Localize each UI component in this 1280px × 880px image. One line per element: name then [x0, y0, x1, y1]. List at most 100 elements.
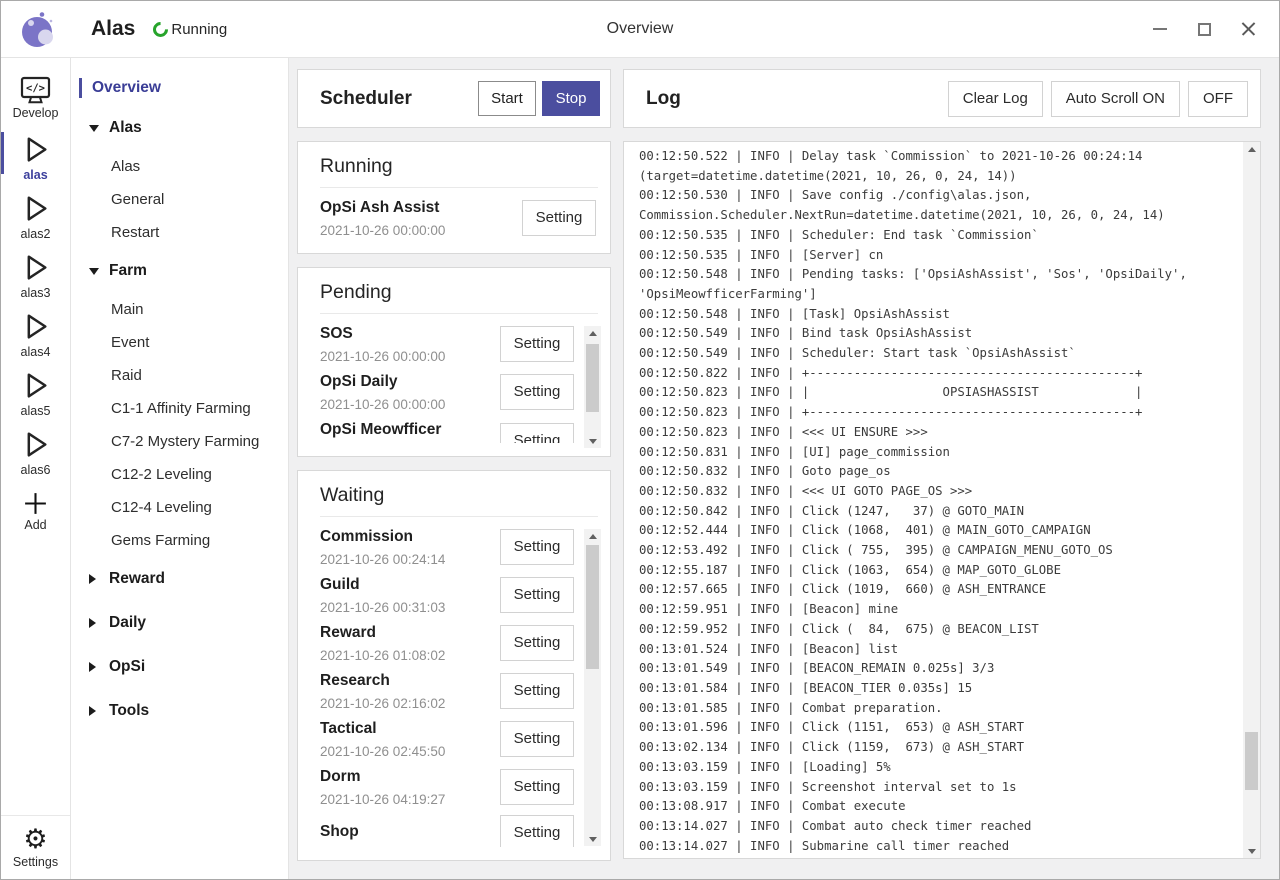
sidebar-item-main[interactable]: Main [111, 301, 144, 318]
scroll-down-arrow[interactable] [1243, 844, 1260, 858]
task-row: Reward 2021-10-26 01:08:02 Setting [320, 623, 598, 663]
scroll-down-arrow[interactable] [584, 832, 601, 846]
task-setting-button[interactable]: Setting [500, 624, 574, 661]
log-scrollbar[interactable] [1243, 142, 1260, 858]
task-setting-button[interactable]: Setting [500, 528, 574, 565]
running-panel: Running OpSi Ash Assist 2021-10-26 00:00… [297, 141, 611, 254]
sidebar-group-opsi[interactable]: OpSi [71, 645, 288, 689]
sidebar-item-c7-2-mystery-farming[interactable]: C7-2 Mystery Farming [111, 433, 260, 450]
sidebar-item-c12-4-leveling[interactable]: C12-4 Leveling [111, 499, 212, 516]
rail-item-alas5[interactable]: alas5 [1, 363, 70, 422]
sidebar-item-raid[interactable]: Raid [111, 367, 142, 384]
sidebar-item-restart[interactable]: Restart [111, 224, 160, 241]
rail-item-alas4[interactable]: alas4 [1, 304, 70, 363]
sidebar-item-c1-1-affinity-farming[interactable]: C1-1 Affinity Farming [111, 400, 251, 417]
log-panel-header: Log Clear Log Auto Scroll ON OFF [623, 69, 1261, 128]
titlebar: Alas Running Overview [1, 1, 1279, 58]
play-icon [18, 368, 53, 403]
scheduler-panel: Scheduler Start Stop [297, 69, 611, 128]
rail-item-add[interactable]: Add [1, 481, 70, 540]
task-row: OpSi Meowfficer Farming Setting [320, 420, 598, 443]
task-setting-button[interactable]: Setting [500, 422, 574, 443]
divider [320, 516, 598, 517]
sidebar-group-tools[interactable]: Tools [71, 689, 288, 733]
running-task-list: OpSi Ash Assist 2021-10-26 00:00:00 Sett… [320, 188, 598, 240]
maximize-button[interactable] [1189, 14, 1219, 44]
minimize-button[interactable] [1145, 14, 1175, 44]
task-setting-button[interactable]: Setting [500, 672, 574, 709]
sidebar-item-event[interactable]: Event [111, 334, 150, 351]
svg-text:</>: </> [26, 82, 45, 94]
add-icon [22, 490, 49, 517]
clear-log-button[interactable]: Clear Log [947, 80, 1043, 117]
task-name: Research [320, 671, 390, 689]
play-icon [18, 427, 53, 462]
task-setting-button[interactable]: Setting [500, 325, 574, 362]
task-row: OpSi Ash Assist 2021-10-26 00:00:00 Sett… [320, 198, 598, 238]
log-title: Log [646, 87, 681, 109]
sidebar-item-alas[interactable]: Alas [111, 158, 141, 175]
task-name: Shop [320, 823, 359, 841]
waiting-title: Waiting [320, 484, 385, 506]
scroll-down-arrow[interactable] [584, 434, 601, 448]
config-sidebar: Overview Alas Alas General Restart Farm … [71, 58, 289, 879]
sidebar-group-reward[interactable]: Reward [71, 557, 288, 601]
rail-item-alas[interactable]: alas [1, 127, 70, 186]
task-next-run-time: 2021-10-26 02:16:02 [320, 695, 446, 711]
task-name: Commission [320, 528, 414, 545]
stop-button[interactable]: Stop [542, 81, 600, 116]
rail-item-develop[interactable]: </> Develop [1, 68, 70, 127]
autoscroll-on-button[interactable]: Auto Scroll ON [1050, 80, 1180, 117]
sidebar-group-daily[interactable]: Daily [71, 601, 288, 645]
play-icon [18, 250, 53, 285]
task-setting-button[interactable]: Setting [500, 576, 574, 613]
chevron-down-icon [89, 267, 101, 275]
app-logo [22, 12, 53, 47]
close-button[interactable] [1233, 14, 1263, 44]
task-row: Tactical 2021-10-26 02:45:50 Setting [320, 719, 598, 759]
settings-button[interactable]: ⚙ Settings [1, 815, 70, 879]
sidebar-item-overview[interactable]: Overview [79, 78, 288, 98]
task-setting-button[interactable]: Setting [500, 814, 574, 847]
task-row: SOS 2021-10-26 00:00:00 Setting [320, 324, 598, 364]
log-box: 00:12:50.522 | INFO | Delay task `Commis… [623, 141, 1261, 859]
develop-icon: </> [20, 76, 51, 105]
sidebar-item-c12-2-leveling[interactable]: C12-2 Leveling [111, 466, 212, 483]
rail-item-alas3[interactable]: alas3 [1, 245, 70, 304]
pending-scrollbar[interactable] [584, 326, 601, 448]
scroll-thumb[interactable] [586, 344, 599, 412]
log-output: 00:12:50.522 | INFO | Delay task `Commis… [639, 149, 1187, 853]
task-name: OpSi Daily [320, 372, 398, 390]
pending-title: Pending [320, 281, 392, 303]
play-icon [18, 132, 53, 167]
rail-item-alas2[interactable]: alas2 [1, 186, 70, 245]
task-setting-button[interactable]: Setting [500, 373, 574, 410]
pending-panel: Pending SOS 2021-10-26 00:00:00 Setting … [297, 267, 611, 457]
close-icon [1241, 22, 1256, 37]
rail-item-alas6[interactable]: alas6 [1, 422, 70, 481]
sidebar-item-general[interactable]: General [111, 191, 165, 208]
task-next-run-time: 2021-10-26 00:00:00 [320, 348, 446, 364]
sidebar-item-gems-farming[interactable]: Gems Farming [111, 532, 211, 549]
scroll-up-arrow[interactable] [1243, 142, 1260, 156]
task-setting-button[interactable]: Setting [500, 720, 574, 757]
scroll-up-arrow[interactable] [584, 326, 601, 340]
autoscroll-off-button[interactable]: OFF [1188, 80, 1248, 117]
status-label: Running [171, 20, 228, 38]
start-button[interactable]: Start [478, 81, 536, 116]
active-accent-bar [79, 78, 82, 98]
scroll-up-arrow[interactable] [584, 529, 601, 543]
sidebar-overview-label: Overview [92, 79, 161, 96]
waiting-scrollbar[interactable] [584, 529, 601, 846]
maximize-icon [1197, 22, 1211, 36]
pending-task-list: SOS 2021-10-26 00:00:00 Setting OpSi Dai… [320, 314, 598, 443]
scroll-thumb[interactable] [586, 545, 599, 669]
task-name: Reward [320, 623, 376, 641]
scroll-thumb[interactable] [1245, 732, 1258, 790]
divider [320, 187, 598, 188]
sidebar-group-alas[interactable]: Alas [71, 106, 288, 150]
task-name: Guild [320, 575, 360, 593]
task-setting-button[interactable]: Setting [500, 768, 574, 805]
task-setting-button[interactable]: Setting [522, 199, 596, 236]
sidebar-group-farm[interactable]: Farm [71, 249, 288, 293]
